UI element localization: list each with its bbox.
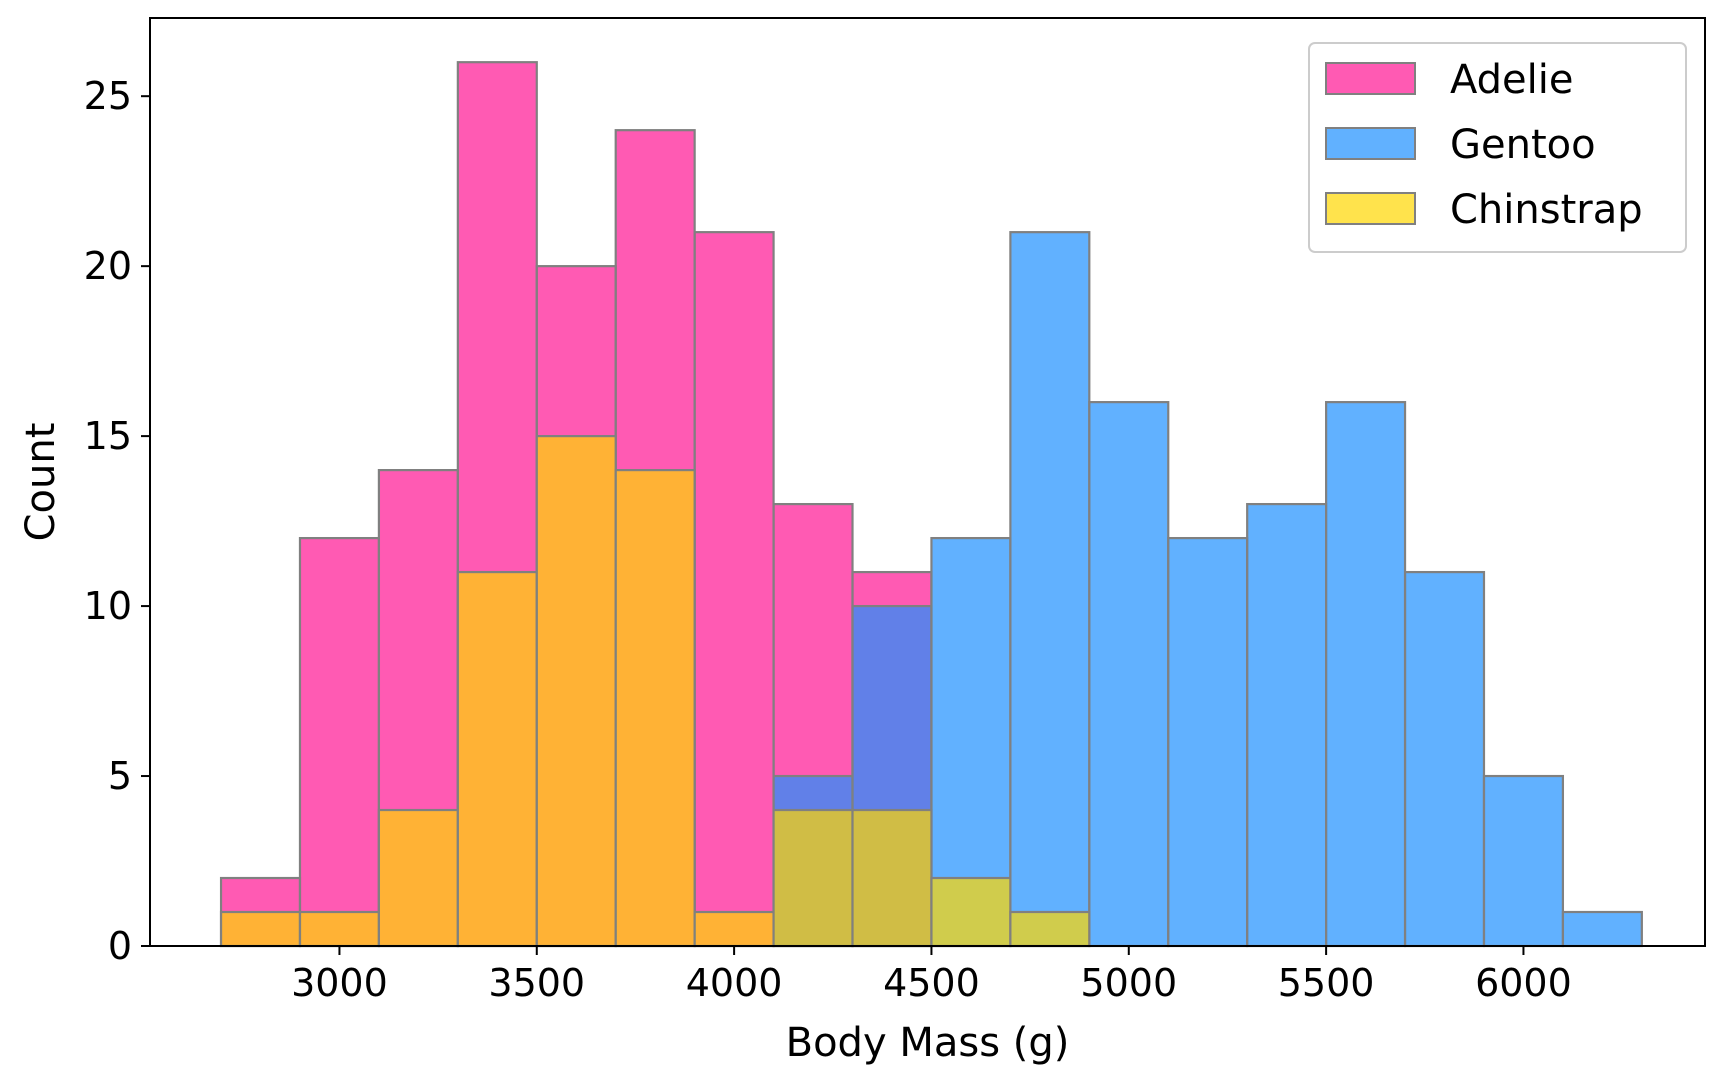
y-tick-label: 0 xyxy=(108,924,132,968)
bar-adelie xyxy=(298,536,381,948)
y-tick-label: 25 xyxy=(84,74,132,118)
bar-chinstrap xyxy=(693,910,775,948)
bars-layer xyxy=(219,61,1643,948)
legend-item-chinstrap: Chinstrap xyxy=(1325,187,1643,233)
legend-swatch-gentoo xyxy=(1325,127,1416,160)
plot-frame xyxy=(149,17,1706,947)
legend-item-gentoo: Gentoo xyxy=(1325,122,1596,168)
x-tick-label: 4500 xyxy=(883,961,980,1005)
bar-gentoo xyxy=(1088,401,1170,948)
bar-chinstrap xyxy=(456,570,538,948)
bar-chinstrap xyxy=(930,876,1012,948)
bar-chinstrap xyxy=(298,910,381,948)
bar-adelie xyxy=(693,231,775,948)
bar-gentoo xyxy=(1403,570,1486,948)
y-axis: 0 5 10 15 20 25 xyxy=(84,74,150,968)
x-tick-label: 3500 xyxy=(488,961,585,1005)
x-tick-label: 5000 xyxy=(1080,961,1177,1005)
bar-chinstrap xyxy=(219,910,302,948)
series-chinstrap xyxy=(219,435,1091,948)
y-axis-title: Count xyxy=(18,423,64,542)
legend-swatch-chinstrap xyxy=(1325,192,1416,225)
y-tick-label: 5 xyxy=(108,754,132,798)
x-tick-label: 6000 xyxy=(1475,961,1572,1005)
x-axis: 3000 3500 4000 4500 5000 5500 6000 xyxy=(291,946,1572,1005)
legend-label-gentoo: Gentoo xyxy=(1450,122,1596,168)
legend-label-chinstrap: Chinstrap xyxy=(1450,187,1643,233)
bar-gentoo xyxy=(1009,231,1091,948)
bar-chinstrap xyxy=(851,808,933,948)
bar-chinstrap xyxy=(535,435,617,948)
bar-gentoo xyxy=(1325,401,1407,948)
x-axis-title: Body Mass (g) xyxy=(786,1020,1070,1066)
legend: Adelie Gentoo Chinstrap xyxy=(1308,42,1687,253)
bar-gentoo xyxy=(1167,536,1249,948)
legend-item-adelie: Adelie xyxy=(1325,57,1574,103)
legend-swatch-adelie xyxy=(1325,62,1416,95)
bar-gentoo xyxy=(1561,910,1643,948)
y-tick-label: 15 xyxy=(84,414,132,458)
bar-chinstrap xyxy=(377,808,459,948)
legend-label-adelie: Adelie xyxy=(1450,57,1574,103)
y-tick-label: 10 xyxy=(84,584,132,628)
x-tick-label: 5500 xyxy=(1278,961,1375,1005)
bar-chinstrap xyxy=(772,808,854,948)
x-tick-label: 3000 xyxy=(291,961,388,1005)
bar-gentoo xyxy=(1482,774,1565,948)
bar-gentoo xyxy=(1246,502,1328,948)
bar-chinstrap xyxy=(614,469,696,948)
y-tick-label: 20 xyxy=(84,244,132,288)
x-tick-label: 4000 xyxy=(686,961,783,1005)
bar-chinstrap xyxy=(1009,910,1091,948)
